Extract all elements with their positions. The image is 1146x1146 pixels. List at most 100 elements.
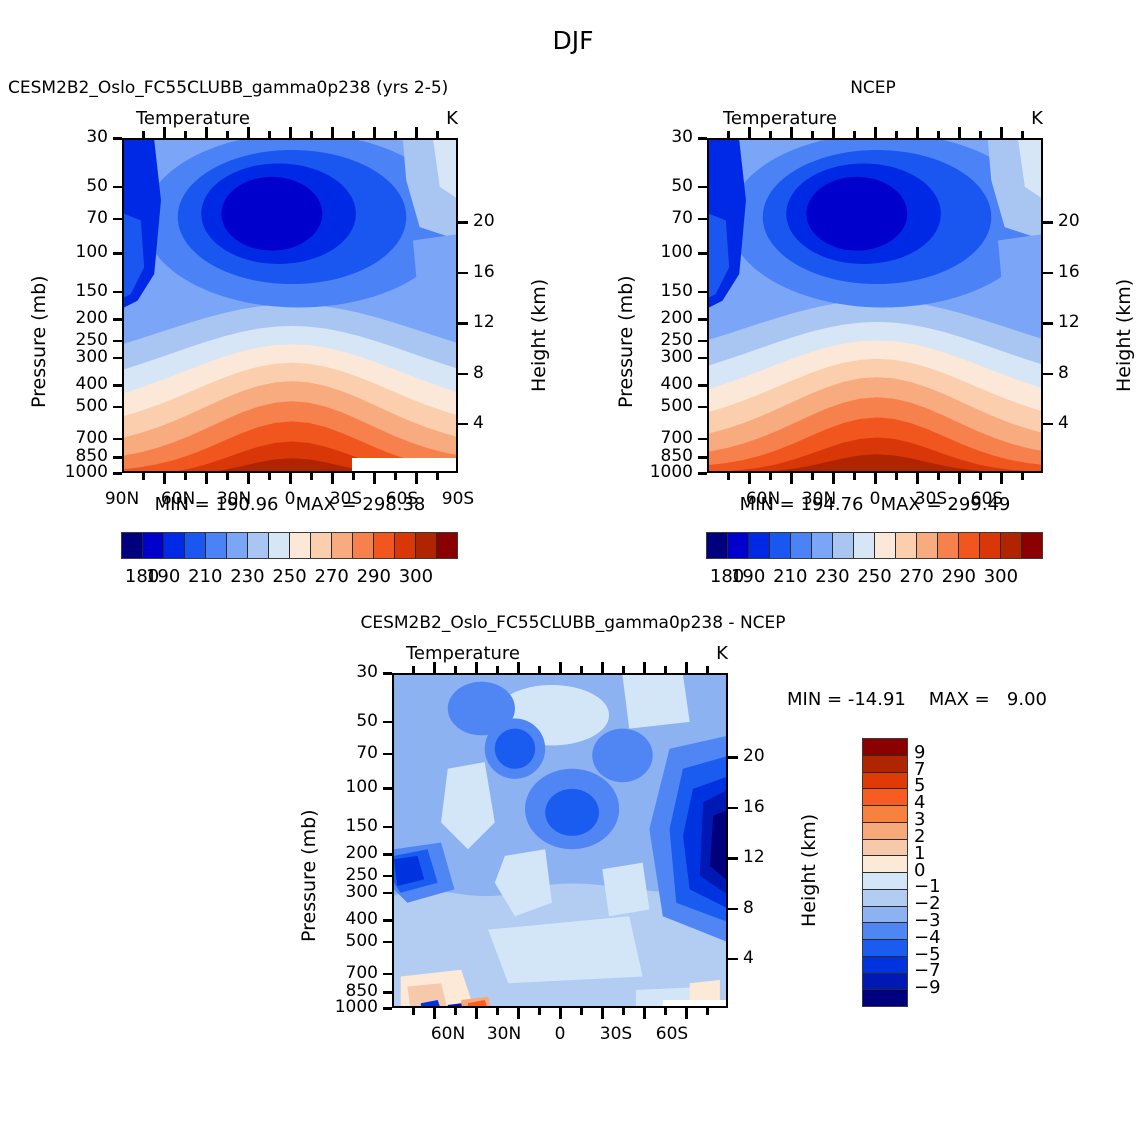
pressure-tick-label: 100 bbox=[660, 242, 693, 263]
x-tick-top bbox=[331, 127, 334, 138]
pressure-tick bbox=[383, 672, 392, 675]
x-tick-bottom bbox=[454, 1008, 457, 1015]
contour-band bbox=[447, 1003, 462, 1006]
height-tick bbox=[458, 271, 468, 275]
x-tick-bottom bbox=[163, 473, 166, 484]
height-tick-label: 8 bbox=[1058, 362, 1069, 383]
pressure-tick bbox=[698, 137, 707, 140]
pressure-tick bbox=[698, 384, 707, 387]
pressure-tick bbox=[383, 825, 392, 829]
contour-band bbox=[394, 855, 425, 887]
height-tick bbox=[728, 756, 738, 759]
contour-band bbox=[218, 458, 366, 471]
colorbar-tick-label: −2 bbox=[914, 893, 941, 915]
x-tick-bottom bbox=[895, 473, 898, 480]
x-tick-bottom bbox=[853, 473, 856, 480]
colorbar-cell bbox=[437, 533, 457, 558]
colorbar-cell bbox=[143, 533, 164, 558]
colorbar-cell bbox=[227, 533, 248, 558]
colorbar-cell bbox=[863, 772, 907, 790]
x-tick-bottom bbox=[184, 473, 187, 480]
pressure-tick-label: 200 bbox=[345, 843, 378, 864]
model-min-label: MIN = bbox=[154, 494, 210, 515]
height-tick-label: 4 bbox=[473, 412, 484, 433]
colorbar-tick-label: −7 bbox=[914, 960, 941, 982]
x-tick-top bbox=[958, 127, 961, 138]
obs-min-value: 194.76 bbox=[800, 494, 864, 515]
colorbar-tick-label: 300 bbox=[398, 566, 434, 587]
colorbar-cell bbox=[332, 533, 353, 558]
x-tick-bottom bbox=[811, 473, 814, 480]
height-tick bbox=[458, 322, 468, 325]
x-tick-top bbox=[142, 131, 145, 138]
pressure-tick-label: 400 bbox=[345, 909, 378, 930]
x-tick-bottom bbox=[664, 1008, 667, 1015]
pressure-tick bbox=[698, 405, 707, 409]
height-tick bbox=[1043, 322, 1053, 325]
x-tick-bottom bbox=[685, 1008, 688, 1019]
x-tick-top bbox=[727, 131, 730, 138]
colorbar-cell bbox=[863, 940, 907, 957]
x-tick-bottom bbox=[874, 473, 877, 484]
colorbar-cell bbox=[122, 533, 143, 558]
pressure-tick bbox=[113, 290, 122, 294]
x-tick-label: 30N bbox=[801, 489, 837, 509]
difference-min-value: -14.91 bbox=[847, 689, 906, 710]
colorbar-cell bbox=[1001, 533, 1022, 558]
colorbar-cell bbox=[863, 873, 907, 890]
colorbar-cell bbox=[980, 533, 1001, 558]
colorbar-cell bbox=[938, 533, 959, 558]
colorbar-cell bbox=[416, 533, 437, 558]
contour-field bbox=[709, 140, 1041, 471]
contour-band bbox=[420, 999, 440, 1006]
x-tick-bottom bbox=[433, 1008, 436, 1019]
x-tick-top bbox=[163, 127, 166, 138]
surface-blank-region bbox=[352, 458, 456, 471]
x-tick-top bbox=[352, 131, 355, 138]
colorbar-tick-label: 1 bbox=[914, 842, 926, 864]
panel-difference-y2label: Height (km) bbox=[798, 813, 820, 927]
pressure-tick bbox=[113, 217, 122, 221]
x-tick-top bbox=[895, 131, 898, 138]
x-tick-top bbox=[268, 131, 271, 138]
colorbar-cell bbox=[863, 806, 907, 823]
x-tick-label: 60S bbox=[385, 489, 419, 509]
pressure-tick bbox=[698, 290, 707, 294]
x-tick-label: 60N bbox=[745, 489, 781, 509]
colorbar-tick-label: 290 bbox=[941, 566, 976, 587]
colorbar-tick-label: 230 bbox=[815, 566, 850, 587]
x-tick-top bbox=[1000, 127, 1003, 138]
pressure-tick-label: 70 bbox=[86, 207, 108, 228]
pressure-tick bbox=[698, 252, 707, 255]
pressure-tick bbox=[383, 972, 392, 976]
pressure-tick-label: 700 bbox=[75, 427, 108, 448]
panel-difference-ylabel: Pressure (mb) bbox=[298, 809, 320, 942]
contour-band bbox=[467, 999, 487, 1006]
x-tick-top bbox=[412, 666, 415, 673]
height-tick-label: 16 bbox=[743, 796, 765, 817]
pressure-tick-label: 300 bbox=[660, 346, 693, 367]
x-tick-top bbox=[496, 666, 499, 673]
pressure-tick bbox=[383, 853, 392, 856]
x-tick-top bbox=[559, 662, 562, 673]
contour-band bbox=[662, 999, 726, 1006]
model-colorbar bbox=[121, 532, 458, 559]
height-tick bbox=[1043, 221, 1053, 224]
x-tick-top bbox=[247, 127, 250, 138]
colorbar-tick-label: 0 bbox=[914, 859, 926, 881]
x-tick-bottom bbox=[643, 1008, 646, 1019]
x-tick-top bbox=[706, 666, 709, 673]
colorbar-cell bbox=[863, 822, 907, 840]
x-tick-bottom bbox=[979, 473, 982, 480]
pressure-tick bbox=[383, 752, 392, 756]
contour-band bbox=[412, 234, 456, 324]
colorbar-cell bbox=[248, 533, 269, 558]
x-tick-bottom bbox=[394, 473, 397, 480]
pressure-tick-label: 500 bbox=[345, 930, 378, 951]
colorbar-cell bbox=[290, 533, 311, 558]
x-tick-top bbox=[184, 131, 187, 138]
x-tick-bottom bbox=[310, 473, 313, 480]
pressure-tick-label: 30 bbox=[356, 662, 378, 682]
panel-model-y2label: Height (km) bbox=[528, 278, 550, 392]
model-contour-plot bbox=[122, 138, 458, 473]
